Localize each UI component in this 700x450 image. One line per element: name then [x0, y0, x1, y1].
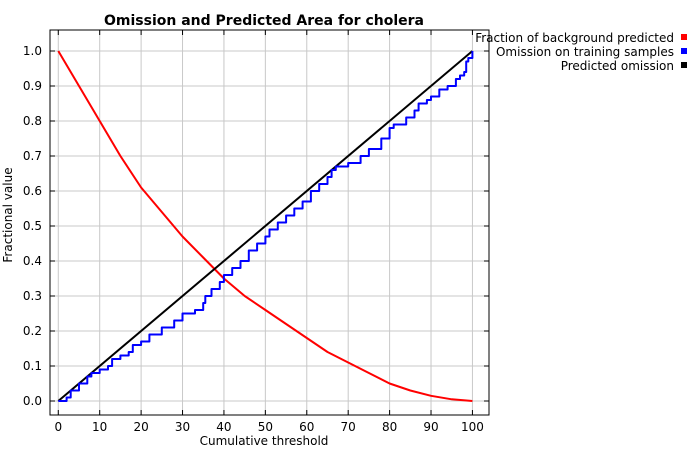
- y-tick-label: 0.3: [23, 289, 42, 303]
- x-tick-label: 40: [216, 420, 231, 434]
- y-tick-label: 0.6: [23, 184, 42, 198]
- y-tick-label: 0.9: [23, 79, 42, 93]
- legend-label-predicted-omission: Predicted omission: [561, 59, 674, 73]
- legend-label-fraction-of-background-predicted: Fraction of background predicted: [475, 31, 674, 45]
- series-line-predicted-omission: [57, 50, 474, 402]
- x-axis-ticks: 0 10 20 30 40 50 60 70 80 90 100: [54, 30, 484, 434]
- y-axis-ticks: 0.0 0.1 0.2 0.3 0.4 0.5 0.6 0.7 0.8 0.9 1.0: [23, 44, 489, 408]
- x-tick-label: 100: [461, 420, 484, 434]
- y-tick-label: 0.1: [23, 359, 42, 373]
- legend-label-omission-on-training-samples: Omission on training samples: [496, 45, 674, 59]
- x-tick-label: 30: [175, 420, 190, 434]
- y-tick-label: 0.8: [23, 114, 42, 128]
- series-layer: [57, 50, 474, 402]
- x-tick-label: 60: [299, 420, 314, 434]
- y-tick-label: 0.2: [23, 324, 42, 338]
- series-line-fraction-of-background-predicted: [57, 50, 473, 402]
- x-tick-label: 0: [54, 420, 62, 434]
- x-tick-label: 70: [341, 420, 356, 434]
- y-tick-label: 0.7: [23, 149, 42, 163]
- legend-swatch-fraction-of-background-predicted: [681, 34, 687, 40]
- y-tick-label: 1.0: [23, 44, 42, 58]
- chart-title: Omission and Predicted Area for cholera: [104, 13, 424, 29]
- y-axis-title: Fractional value: [1, 167, 15, 262]
- plot-area-frame: [49, 29, 490, 416]
- x-tick-label: 80: [382, 420, 397, 434]
- x-axis-title: Cumulative threshold: [200, 434, 329, 448]
- y-tick-label: 0.5: [23, 219, 42, 233]
- x-tick-label: 10: [92, 420, 107, 434]
- y-tick-label: 0.0: [23, 394, 42, 408]
- grid: [50, 30, 489, 415]
- legend: Fraction of background predictedOmission…: [475, 31, 687, 73]
- legend-swatch-predicted-omission: [681, 62, 687, 68]
- x-tick-label: 50: [258, 420, 273, 434]
- x-tick-label: 20: [133, 420, 148, 434]
- x-tick-label: 90: [423, 420, 438, 434]
- legend-swatch-omission-on-training-samples: [681, 48, 687, 54]
- series-line-omission-on-training-samples: [58, 51, 474, 402]
- y-tick-label: 0.4: [23, 254, 42, 268]
